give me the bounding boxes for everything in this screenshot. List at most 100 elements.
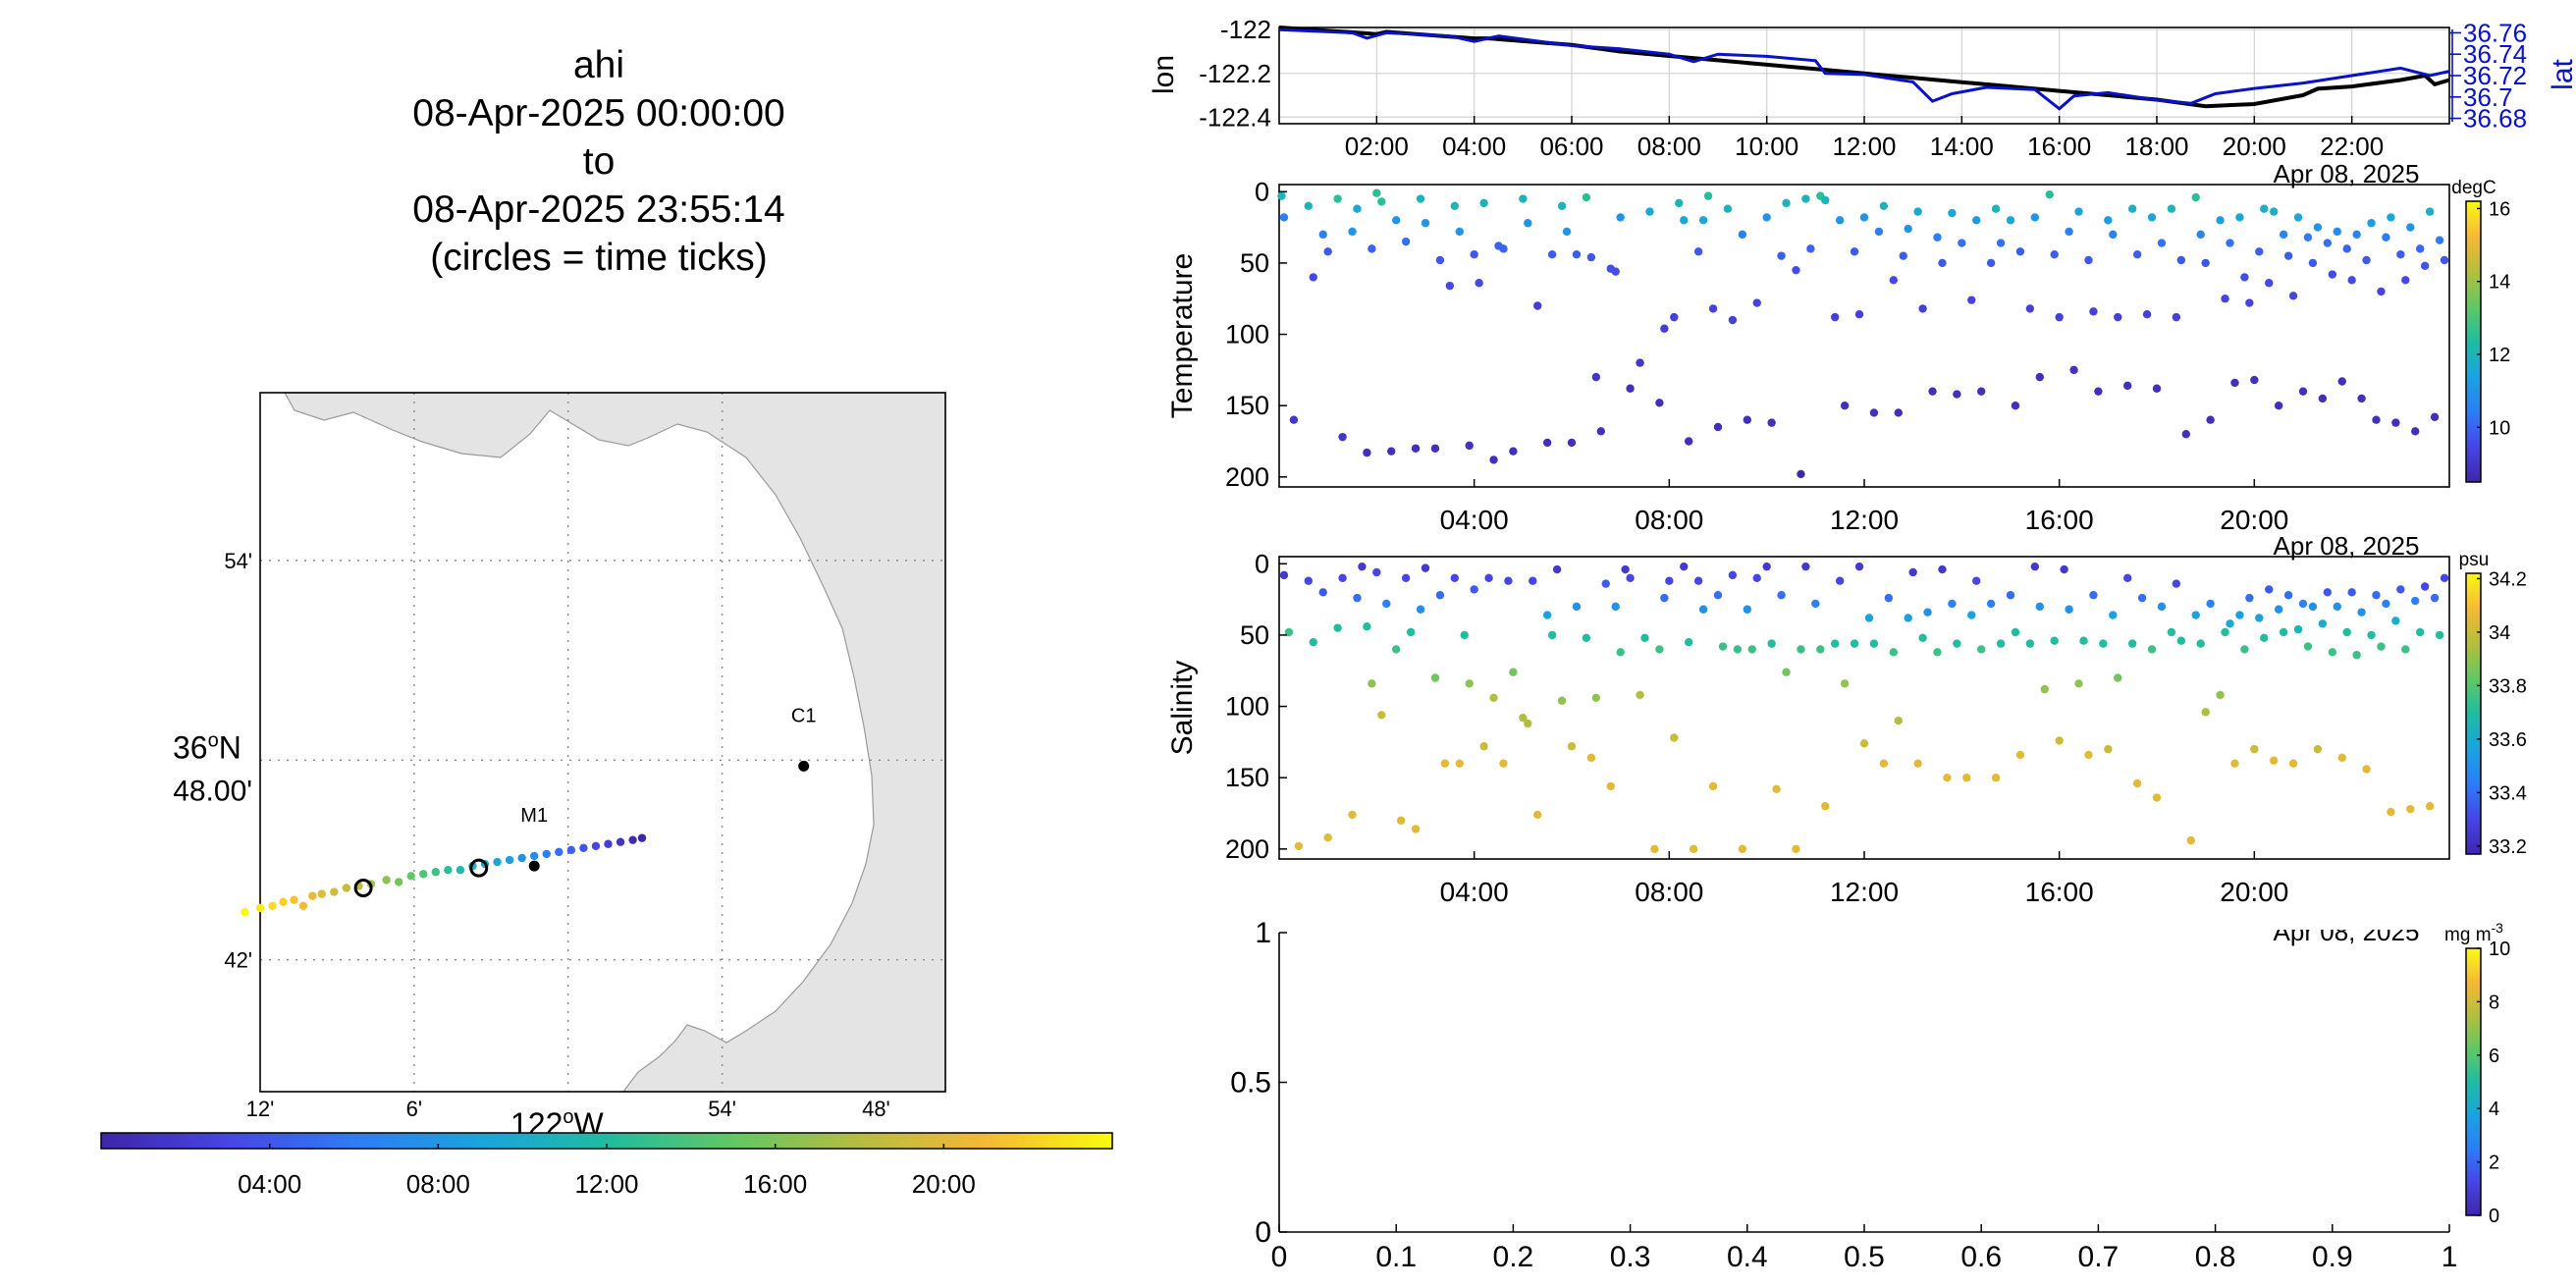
salinity-data-point (1908, 567, 1917, 577)
salinity-data-point (2011, 627, 2020, 637)
temperature-colorbar (2465, 200, 2482, 483)
temperature-data-point (2172, 312, 2181, 322)
salinity-data-point (2377, 642, 2386, 651)
temperature-data-point (1986, 258, 1996, 268)
salinity-data-point (1542, 611, 1552, 619)
temperature-data-point (2288, 292, 2298, 300)
temperature-data-point (2114, 312, 2122, 322)
salinity-data-point (1636, 690, 1644, 700)
salinity-data-point (1752, 573, 1761, 582)
panel4-x-tick-label: 0.1 (1375, 1241, 1417, 1273)
temperature-data-point (2157, 239, 2167, 247)
salinity-data-point (1792, 844, 1800, 854)
salinity-data-point (1304, 576, 1314, 585)
map-track-point (279, 897, 288, 906)
salinity-data-point (2235, 611, 2244, 619)
panel4-colorbar-tick-label: 10 (2489, 939, 2510, 960)
salinity-data-point (2411, 596, 2420, 606)
temperature-data-point (2357, 394, 2366, 403)
salinity-data-point (1567, 742, 1577, 751)
time-tick-label: 20:00 (2220, 505, 2288, 535)
salinity-data-point (1884, 593, 1894, 603)
salinity-data-point (1943, 773, 1952, 782)
temperature-data-point (2342, 244, 2351, 253)
panel4-colorbar (2465, 947, 2482, 1216)
temperature-data-point (1797, 469, 1805, 479)
salinity-data-point (2352, 651, 2361, 660)
salinity-data-point (2357, 608, 2366, 617)
temperature-data-point (2006, 216, 2015, 225)
map-track-point (604, 839, 613, 848)
salinity-data-point (1455, 759, 1464, 768)
temperature-data-point (1348, 227, 1357, 237)
salinity-data-point (2025, 639, 2035, 648)
salinity-data-point (1821, 802, 1830, 811)
panel1-lat-tick-label: 36.76 (2463, 18, 2527, 47)
salinity-data-point (2065, 605, 2073, 614)
time-tick-label: 04:00 (1440, 877, 1509, 907)
temperature-data-point (1879, 201, 1889, 210)
temperature-colorbar-label: degC (2451, 178, 2496, 198)
salinity-data-point (2250, 744, 2259, 754)
temperature-data-point (2372, 415, 2381, 424)
salinity-data-point (1650, 844, 1659, 854)
salinity-data-point (1582, 633, 1591, 643)
temperature-data-point (1655, 399, 1664, 407)
salinity-data-point (1377, 711, 1386, 720)
salinity-data-point (1918, 633, 1927, 643)
salinity-data-point (1996, 639, 2006, 648)
salinity-data-point (2089, 591, 2098, 600)
map-track-point (330, 887, 339, 896)
map-track-point (241, 907, 249, 917)
temperature-colorbar-tick-label: 16 (2489, 198, 2510, 220)
time-tick-label: 20:00 (2220, 877, 2288, 907)
salinity-data-point (1348, 810, 1357, 820)
salinity-data-point (2367, 630, 2376, 640)
temperature-data-point (2045, 189, 2054, 199)
temperature-data-point (2011, 401, 2020, 410)
salinity-data-point (2318, 619, 2328, 628)
salinity-data-point (1864, 614, 1874, 622)
temperature-data-point (2391, 418, 2400, 427)
map-track-point (530, 851, 539, 861)
salinity-data-point (1733, 645, 1743, 654)
temperature-data-point (1767, 418, 1776, 427)
salinity-data-point (2337, 753, 2346, 763)
salinity-colorbar-tick-label: 33.6 (2489, 729, 2527, 751)
salinity-data-point (1323, 833, 1332, 842)
salinity-depth-tick-label: 50 (1240, 620, 1269, 650)
salinity-data-point (1484, 573, 1493, 582)
salinity-data-point (2167, 627, 2176, 637)
temperature-data-point (2142, 310, 2152, 319)
temperature-data-point (1899, 251, 1907, 260)
salinity-data-point (1854, 562, 1864, 571)
temperature-data-point (1455, 227, 1464, 237)
temperature-depth-tick-label: 200 (1225, 462, 1269, 492)
salinity-data-point (1831, 639, 1840, 648)
salinity-colorbar-tick-label: 34.2 (2489, 568, 2527, 590)
salinity-data-point (2099, 639, 2108, 648)
salinity-data-point (1894, 716, 1903, 725)
temperature-data-point (2065, 227, 2073, 237)
salinity-colorbar-tick-label: 34 (2489, 622, 2510, 644)
temperature-data-point (1958, 239, 1966, 247)
map-lon-tick-label: 12' (246, 1097, 275, 1121)
temperature-data-point (1586, 252, 1596, 262)
temperature-data-point (2221, 295, 2229, 303)
salinity-data-point (2084, 750, 2093, 760)
map-lon-tick-label: 54' (708, 1097, 736, 1121)
salinity-depth-tick-label: 0 (1255, 549, 1269, 578)
salinity-data-point (1318, 588, 1327, 597)
temperature-data-point (1675, 198, 1684, 208)
salinity-data-point (2147, 645, 2157, 654)
salinity-data-point (1294, 841, 1304, 851)
salinity-frame (1278, 556, 2450, 860)
map-track-point (542, 849, 551, 859)
time-tick-label: 08:00 (1635, 505, 1703, 535)
salinity-data-point (1797, 645, 1805, 654)
temperature-frame (1278, 184, 2450, 488)
temperature-data-point (2015, 247, 2025, 256)
temperature-data-point (1489, 456, 1498, 464)
salinity-data-point (1782, 668, 1791, 676)
salinity-data-point (1460, 630, 1469, 640)
